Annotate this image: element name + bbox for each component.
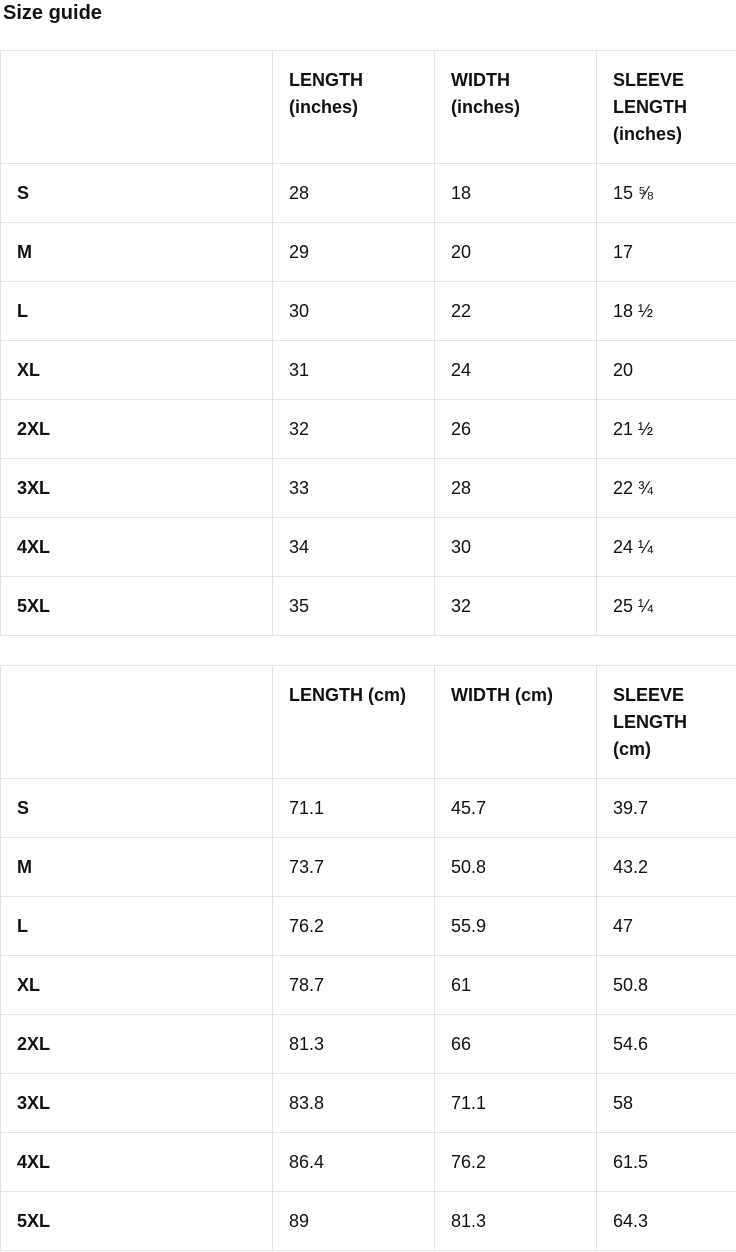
value-cell: 45.7 [434, 778, 597, 838]
value-cell: 81.3 [272, 1014, 435, 1074]
value-cell: 24 [434, 340, 597, 400]
value-cell: 76.2 [434, 1132, 597, 1192]
size-label-cell: 4XL [0, 1132, 273, 1192]
value-cell: 34 [272, 517, 435, 577]
value-cell: 35 [272, 576, 435, 636]
table-row: 4XL 34 30 24 ¼ [0, 517, 736, 577]
value-cell: 22 ¾ [596, 458, 736, 518]
value-cell: 71.1 [272, 778, 435, 838]
size-label-cell: L [0, 281, 273, 341]
value-cell: 21 ½ [596, 399, 736, 459]
size-label-cell: 5XL [0, 1191, 273, 1251]
value-cell: 22 [434, 281, 597, 341]
table-row: 2XL 81.3 66 54.6 [0, 1014, 736, 1074]
size-label-cell: M [0, 222, 273, 282]
value-cell: 32 [272, 399, 435, 459]
size-label-cell: XL [0, 955, 273, 1015]
value-cell: 61 [434, 955, 597, 1015]
value-cell: 26 [434, 399, 597, 459]
table-row: S 71.1 45.7 39.7 [0, 778, 736, 838]
size-label-cell: S [0, 778, 273, 838]
table-row: 2XL 32 26 21 ½ [0, 399, 736, 459]
table-row: 5XL 89 81.3 64.3 [0, 1191, 736, 1251]
value-cell: 20 [596, 340, 736, 400]
value-cell: 15 ⅝ [596, 163, 736, 223]
value-cell: 25 ¼ [596, 576, 736, 636]
value-cell: 73.7 [272, 837, 435, 897]
header-cell: SLEEVE LENGTH (inches) [596, 50, 736, 164]
header-cell: WIDTH (cm) [434, 665, 597, 779]
value-cell: 30 [272, 281, 435, 341]
header-cell: LENGTH (cm) [272, 665, 435, 779]
table-row: L 30 22 18 ½ [0, 281, 736, 341]
table-row: M 29 20 17 [0, 222, 736, 282]
value-cell: 64.3 [596, 1191, 736, 1251]
table-row: 3XL 83.8 71.1 58 [0, 1073, 736, 1133]
value-cell: 20 [434, 222, 597, 282]
value-cell: 28 [272, 163, 435, 223]
size-label-cell: 2XL [0, 399, 273, 459]
table-row: L 76.2 55.9 47 [0, 896, 736, 956]
value-cell: 32 [434, 576, 597, 636]
value-cell: 71.1 [434, 1073, 597, 1133]
value-cell: 30 [434, 517, 597, 577]
size-label-cell: 3XL [0, 1073, 273, 1133]
table-row: XL 78.7 61 50.8 [0, 955, 736, 1015]
header-cell: LENGTH (inches) [272, 50, 435, 164]
value-cell: 55.9 [434, 896, 597, 956]
value-cell: 58 [596, 1073, 736, 1133]
value-cell: 50.8 [434, 837, 597, 897]
value-cell: 83.8 [272, 1073, 435, 1133]
value-cell: 39.7 [596, 778, 736, 838]
size-label-cell: XL [0, 340, 273, 400]
page-title: Size guide [3, 2, 102, 24]
value-cell: 17 [596, 222, 736, 282]
value-cell: 29 [272, 222, 435, 282]
table-row: 4XL 86.4 76.2 61.5 [0, 1132, 736, 1192]
value-cell: 18 ½ [596, 281, 736, 341]
table-row: M 73.7 50.8 43.2 [0, 837, 736, 897]
value-cell: 81.3 [434, 1191, 597, 1251]
value-cell: 47 [596, 896, 736, 956]
table-row: 5XL 35 32 25 ¼ [0, 576, 736, 636]
value-cell: 18 [434, 163, 597, 223]
size-tables: LENGTH (inches) WIDTH (inches) SLEEVE LENG… [0, 50, 736, 1251]
value-cell: 24 ¼ [596, 517, 736, 577]
size-table-cm: LENGTH (cm) WIDTH (cm) SLEEVE LENGTH (cm) … [0, 665, 736, 1251]
value-cell: 31 [272, 340, 435, 400]
table-row: S 28 18 15 ⅝ [0, 163, 736, 223]
table-row: 3XL 33 28 22 ¾ [0, 458, 736, 518]
size-label-cell: 4XL [0, 517, 273, 577]
table-row: XL 31 24 20 [0, 340, 736, 400]
value-cell: 33 [272, 458, 435, 518]
size-table-inches: LENGTH (inches) WIDTH (inches) SLEEVE LENG… [0, 50, 736, 636]
size-label-cell: 5XL [0, 576, 273, 636]
size-label-cell: S [0, 163, 273, 223]
value-cell: 89 [272, 1191, 435, 1251]
header-row: LENGTH (inches) WIDTH (inches) SLEEVE LENG… [0, 50, 736, 164]
value-cell: 86.4 [272, 1132, 435, 1192]
size-label-cell: 2XL [0, 1014, 273, 1074]
header-cell: SLEEVE LENGTH (cm) [596, 665, 736, 779]
header-row: LENGTH (cm) WIDTH (cm) SLEEVE LENGTH (cm) [0, 665, 736, 779]
value-cell: 78.7 [272, 955, 435, 1015]
value-cell: 61.5 [596, 1132, 736, 1192]
size-label-cell: M [0, 837, 273, 897]
value-cell: 66 [434, 1014, 597, 1074]
value-cell: 76.2 [272, 896, 435, 956]
value-cell: 43.2 [596, 837, 736, 897]
size-label-cell: 3XL [0, 458, 273, 518]
value-cell: 54.6 [596, 1014, 736, 1074]
size-label-cell: L [0, 896, 273, 956]
value-cell: 28 [434, 458, 597, 518]
corner-cell [0, 50, 273, 164]
header-cell: WIDTH (inches) [434, 50, 597, 164]
corner-cell [0, 665, 273, 779]
value-cell: 50.8 [596, 955, 736, 1015]
